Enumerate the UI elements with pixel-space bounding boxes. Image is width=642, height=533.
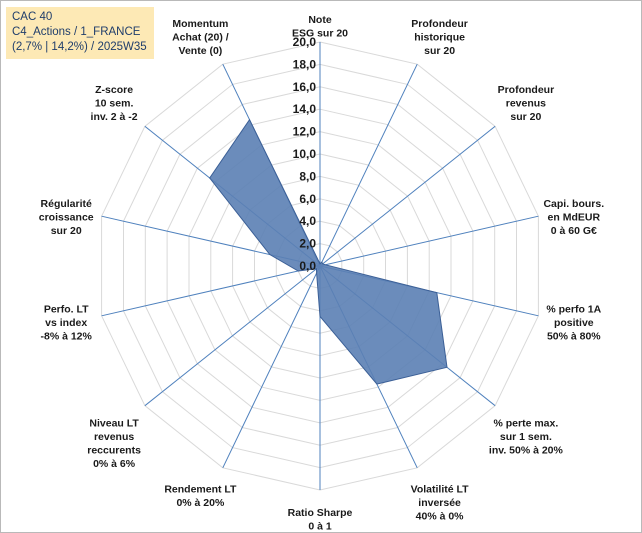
tick-label: 4,0 xyxy=(299,214,316,228)
axis-label: Profondeur revenus sur 20 xyxy=(498,84,555,123)
radar-grid xyxy=(101,41,539,491)
tick-label: 16,0 xyxy=(293,80,317,94)
axis-label-line: Perfo. LT xyxy=(44,304,89,316)
axis-label: Ratio Sharpe 0 à 1 xyxy=(288,507,353,533)
axis-spoke xyxy=(144,265,321,407)
axis-label-line: Momentum xyxy=(172,18,228,30)
tick-label: 0,0 xyxy=(299,259,316,273)
tick-label: 14,0 xyxy=(293,102,317,116)
axis-label-line: reccurents xyxy=(87,444,141,456)
axis-label-line: Ratio Sharpe xyxy=(288,507,353,519)
axis-label: Note ESG sur 20 xyxy=(292,14,348,40)
radar-series xyxy=(209,118,448,385)
axis-label-line: 50% à 80% xyxy=(547,331,601,343)
title-line-portfolio: C4_Actions / 1_FRANCE xyxy=(12,26,141,38)
axis-label-line: -8% à 12% xyxy=(41,331,93,343)
axis-label-line: Rendement LT xyxy=(164,483,237,495)
axis-label-line: en MdEUR xyxy=(548,211,601,223)
axis-label-line: Z-score xyxy=(95,84,133,96)
axis-label: Perfo. LT vs index -8% à 12% xyxy=(41,304,93,343)
title-line-stats: (2,7% | 14,2%) / 2025W35 xyxy=(12,41,147,53)
axis-label-line: Capi. bours. xyxy=(543,198,604,210)
axis-label: Volatilité LT inversée 40% à 0% xyxy=(411,483,470,522)
axis-label-line: 40% à 0% xyxy=(416,510,465,522)
tick-label: 6,0 xyxy=(299,192,316,206)
axis-spoke xyxy=(319,215,539,267)
axis-label-line: croissance xyxy=(39,211,94,223)
axis-spoke xyxy=(222,265,321,469)
axis-label-line: inv. 2 à -2 xyxy=(91,111,138,123)
tick-label: 20,0 xyxy=(293,35,317,49)
axis-label-line: Achat (20) / xyxy=(172,32,229,44)
axis-label-line: sur 20 xyxy=(510,111,541,123)
axis-label-line: Vente (0) xyxy=(179,45,223,57)
tick-label: 2,0 xyxy=(299,237,316,251)
axis-label-line: sur 1 sem. xyxy=(500,431,552,443)
axis-label: % perte max. sur 1 sem. inv. 50% à 20% xyxy=(489,417,564,456)
axis-label-line: Profondeur xyxy=(498,84,555,96)
axis-label: Z-score 10 sem. inv. 2 à -2 xyxy=(91,84,138,123)
axis-label-line: 0% à 20% xyxy=(176,497,225,509)
axis-label: Rendement LT 0% à 20% xyxy=(164,483,237,509)
axis-spoke xyxy=(319,63,418,267)
axis-label-line: sur 20 xyxy=(51,225,82,237)
chart-title-box: CAC 40 C4_Actions / 1_FRANCE (2,7% | 14,2%… xyxy=(6,7,154,59)
axis-label-line: Volatilité LT xyxy=(411,483,470,495)
tick-label: 12,0 xyxy=(293,125,317,139)
axis-label-line: 0 à 1 xyxy=(308,521,332,533)
axis-label-line: 0 à 60 G€ xyxy=(551,225,597,237)
axis-label-line: historique xyxy=(414,32,465,44)
axis-label-line: 0% à 6% xyxy=(93,458,136,470)
axis-label-line: sur 20 xyxy=(424,45,455,57)
title-line-index: CAC 40 xyxy=(12,11,53,23)
axis-label: Momentum Achat (20) / Vente (0) xyxy=(172,18,229,57)
axis-label-line: 10 sem. xyxy=(95,98,134,110)
axis-label-line: Profondeur xyxy=(411,18,468,30)
tick-label: 8,0 xyxy=(299,169,316,183)
axis-label-line: inv. 50% à 20% xyxy=(489,444,564,456)
axis-label-line: Régularité xyxy=(41,198,93,210)
axis-label-line: % perfo 1A xyxy=(546,304,601,316)
axis-label-line: revenus xyxy=(506,98,546,110)
axis-label-line: revenus xyxy=(94,431,134,443)
axis-label: Profondeur historique sur 20 xyxy=(411,18,468,57)
axis-label-line: vs index xyxy=(45,317,87,329)
axis-label: Régularité croissance sur 20 xyxy=(39,198,94,237)
series-area xyxy=(209,118,448,385)
axis-label-line: positive xyxy=(554,317,594,329)
axis-label-line: inversée xyxy=(418,497,461,509)
axis-label-line: ESG sur 20 xyxy=(292,28,348,40)
axis-label-line: Note xyxy=(308,14,331,26)
axis-label: % perfo 1A positive 50% à 80% xyxy=(546,304,601,343)
axis-label-line: % perte max. xyxy=(494,417,559,429)
tick-label: 10,0 xyxy=(293,147,317,161)
radial-tick-labels: 0,0 2,0 4,0 6,0 8,0 10,0 12,0 14,0 16,0 18,0 20,0 xyxy=(293,35,317,273)
tick-label: 18,0 xyxy=(293,57,317,71)
axis-label-line: Niveau LT xyxy=(89,417,139,429)
axis-spoke xyxy=(319,125,496,267)
axis-label: Niveau LT revenus reccurents 0% à 6% xyxy=(87,417,141,470)
axis-label: Capi. bours. en MdEUR 0 à 60 G€ xyxy=(543,198,604,237)
axis-spoke xyxy=(101,265,321,317)
